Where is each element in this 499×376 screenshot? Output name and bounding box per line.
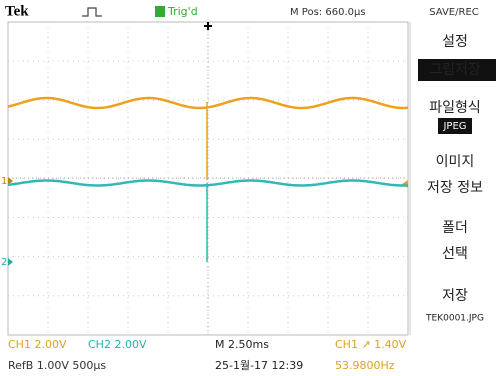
brand: Tek xyxy=(5,3,29,19)
timebase: M 2.50ms xyxy=(215,338,269,351)
menu-item: 저장 xyxy=(442,288,468,304)
mode: SAVE/REC xyxy=(429,7,479,18)
ch1-scale: CH1 2.00V xyxy=(8,338,67,351)
trigger-setting: CH1 ↗ 1.40V xyxy=(335,338,407,351)
menu-value: JPEG xyxy=(442,121,466,132)
menu-item: 이미지 xyxy=(436,154,475,170)
ch2-scale: CH2 2.00V xyxy=(88,338,147,351)
menu-item: 설정 xyxy=(442,34,468,50)
background xyxy=(0,0,499,376)
ch2-marker: 2 xyxy=(1,257,7,268)
position: M Pos: 660.0µs xyxy=(290,7,366,18)
menu-sub: 선택 xyxy=(442,246,468,262)
datetime: 25-1월-17 12:39 xyxy=(215,359,303,372)
menu-sub: 저장 정보 xyxy=(427,180,483,196)
trig-indicator xyxy=(155,6,165,17)
menu-item: 폴더 xyxy=(442,220,468,236)
menu-sub: TEK0001.JPG xyxy=(425,314,484,324)
frequency: 53.9800Hz xyxy=(335,359,395,372)
menu-item: 그림저장 xyxy=(429,62,481,78)
ref-setting: RefB 1.00V 500µs xyxy=(8,359,106,372)
ch1-marker: 1 xyxy=(1,176,7,187)
oscilloscope-screen: Tek Trig'd M Pos: 660.0µs SAVE/REC 1 2 설… xyxy=(0,0,499,376)
menu-item: 파일형식 xyxy=(429,100,481,116)
trigger-status: Trig'd xyxy=(167,5,198,18)
